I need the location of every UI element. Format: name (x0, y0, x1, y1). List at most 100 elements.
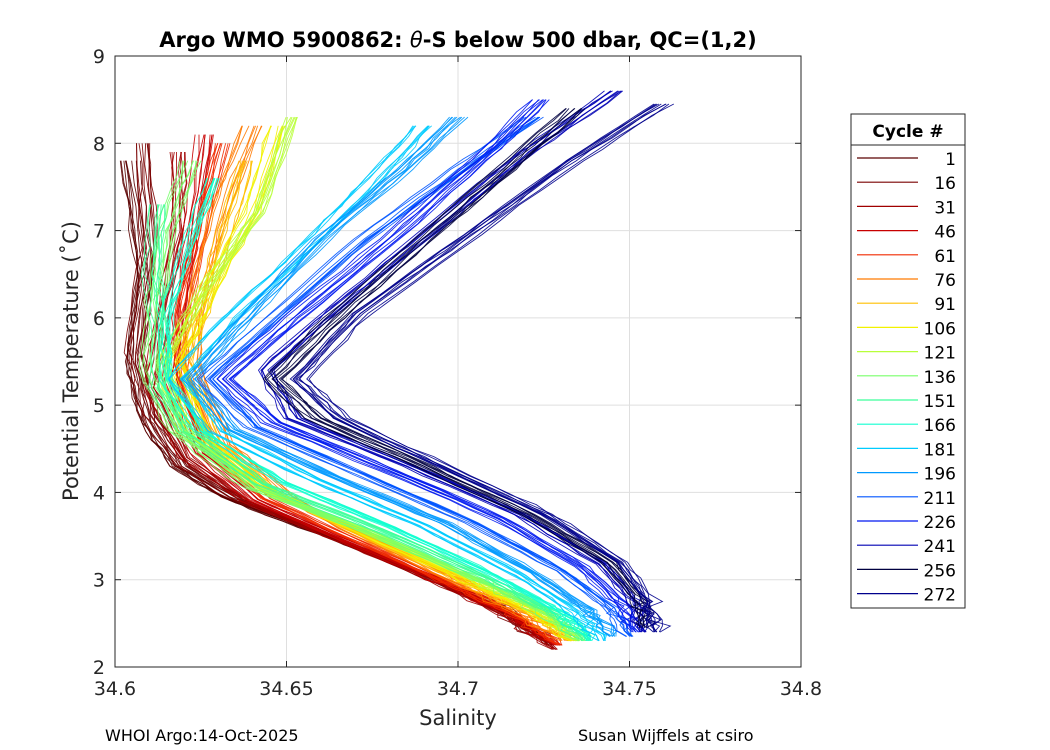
x-tick-label: 34.75 (602, 678, 656, 700)
profile-line (221, 99, 637, 633)
profile-line (185, 116, 611, 637)
x-tick-label: 34.7 (437, 678, 479, 700)
legend-label: 121 (924, 344, 956, 364)
legend-label: 151 (924, 392, 956, 412)
profile-line (275, 108, 650, 628)
footer-right-credit: Susan Wijffels at csiro (578, 726, 754, 745)
profile-line (211, 116, 633, 637)
legend-label: 46 (934, 223, 956, 243)
legend-label: 61 (934, 247, 956, 267)
profile-line (140, 204, 583, 641)
legend-label: 1 (945, 150, 956, 170)
profile-line (269, 90, 649, 633)
legend-label: 181 (924, 440, 956, 460)
legend-label: 256 (924, 561, 956, 581)
legend: Cycle # 11631466176911061211361511661811… (850, 113, 966, 609)
profile-line (228, 99, 640, 633)
profile-line (194, 116, 615, 637)
profile-line (138, 160, 581, 641)
x-tick-label: 34.8 (780, 678, 822, 700)
profile-line (308, 103, 675, 633)
profile-line (188, 125, 565, 642)
profile-line (272, 108, 651, 628)
series-196 (180, 116, 618, 637)
title-prefix: Argo WMO 5900862: (159, 28, 410, 52)
legend-label: 241 (924, 537, 956, 557)
y-tick-label: 6 (93, 308, 105, 330)
legend-label: 106 (924, 319, 956, 339)
profile-line (156, 160, 586, 641)
legend-label: 31 (934, 198, 956, 218)
legend-label: 196 (924, 465, 956, 485)
profile-line (156, 160, 585, 642)
legend-label: 91 (934, 295, 956, 315)
x-tick-label: 34.6 (94, 678, 136, 700)
y-tick-label: 5 (93, 395, 105, 417)
series-226 (216, 99, 645, 633)
profile-line (216, 99, 633, 633)
legend-label: 226 (924, 513, 956, 533)
legend-label: 136 (924, 368, 956, 388)
profile-line (190, 116, 614, 637)
y-tick-label: 4 (93, 482, 105, 504)
legend-title: Cycle # (872, 122, 943, 142)
profile-line (229, 99, 640, 633)
profile-line (216, 99, 634, 633)
x-axis-label: Salinity (419, 706, 497, 730)
profile-line (200, 116, 617, 637)
y-tick-label: 2 (93, 657, 105, 679)
y-tick-label: 7 (93, 221, 105, 243)
title-suffix: -S below 500 dbar, QC=(1,2) (423, 28, 757, 52)
series-241 (257, 90, 653, 633)
profile-line (173, 143, 558, 646)
legend-label: 76 (934, 271, 956, 291)
profile-line (196, 116, 627, 637)
profile-line (168, 125, 599, 641)
profile-line (192, 160, 576, 641)
series-layer (119, 90, 675, 650)
profile-line (262, 108, 642, 628)
profile-line (270, 90, 648, 633)
profile-line (173, 143, 558, 646)
profile-line (151, 204, 587, 642)
profile-line (143, 204, 584, 642)
profile-line (157, 178, 588, 641)
profile-line (257, 90, 641, 633)
profile-line (225, 99, 637, 633)
profile-line (174, 125, 575, 642)
legend-items: 1 16 31 46 61 76 91 106 121 136 151 166 181 196 211 226… (857, 150, 956, 606)
profile-line (166, 178, 592, 641)
legend-label: 272 (924, 586, 956, 606)
profile-line (266, 108, 647, 629)
profile-line (299, 103, 662, 633)
profile-line (163, 134, 557, 646)
profile-line (294, 103, 660, 633)
profile-line (261, 90, 643, 633)
series-272 (289, 103, 675, 633)
series-211 (196, 116, 634, 637)
profile-line (168, 134, 558, 646)
title-theta: θ (410, 28, 423, 52)
y-tick-label: 3 (93, 570, 105, 592)
profile-line (292, 103, 656, 633)
profile-line (141, 160, 580, 642)
profile-line (260, 90, 643, 633)
legend-box (850, 113, 966, 609)
series-256 (262, 108, 657, 629)
profile-line (232, 99, 645, 633)
chart-title: Argo WMO 5900862: θ-S below 500 dbar, QC… (159, 28, 756, 52)
y-axis-label: Potential Temperature (˚C) (59, 221, 83, 501)
ticks: 34.6 34.65 34.7 34.75 34.8 2 3 4 5 6 7 8 9 (93, 46, 822, 700)
legend-label: 211 (924, 489, 956, 509)
profile-line (295, 103, 667, 633)
y-tick-label: 9 (93, 46, 105, 68)
profile-line (204, 116, 631, 637)
y-tick-label: 8 (93, 133, 105, 155)
series-166 (157, 178, 596, 642)
footer-left-credit: WHOI Argo:14-Oct-2025 (105, 726, 299, 745)
legend-label: 166 (924, 416, 956, 436)
legend-label: 16 (934, 174, 956, 194)
profile-line (273, 90, 647, 633)
x-tick-label: 34.65 (259, 678, 313, 700)
